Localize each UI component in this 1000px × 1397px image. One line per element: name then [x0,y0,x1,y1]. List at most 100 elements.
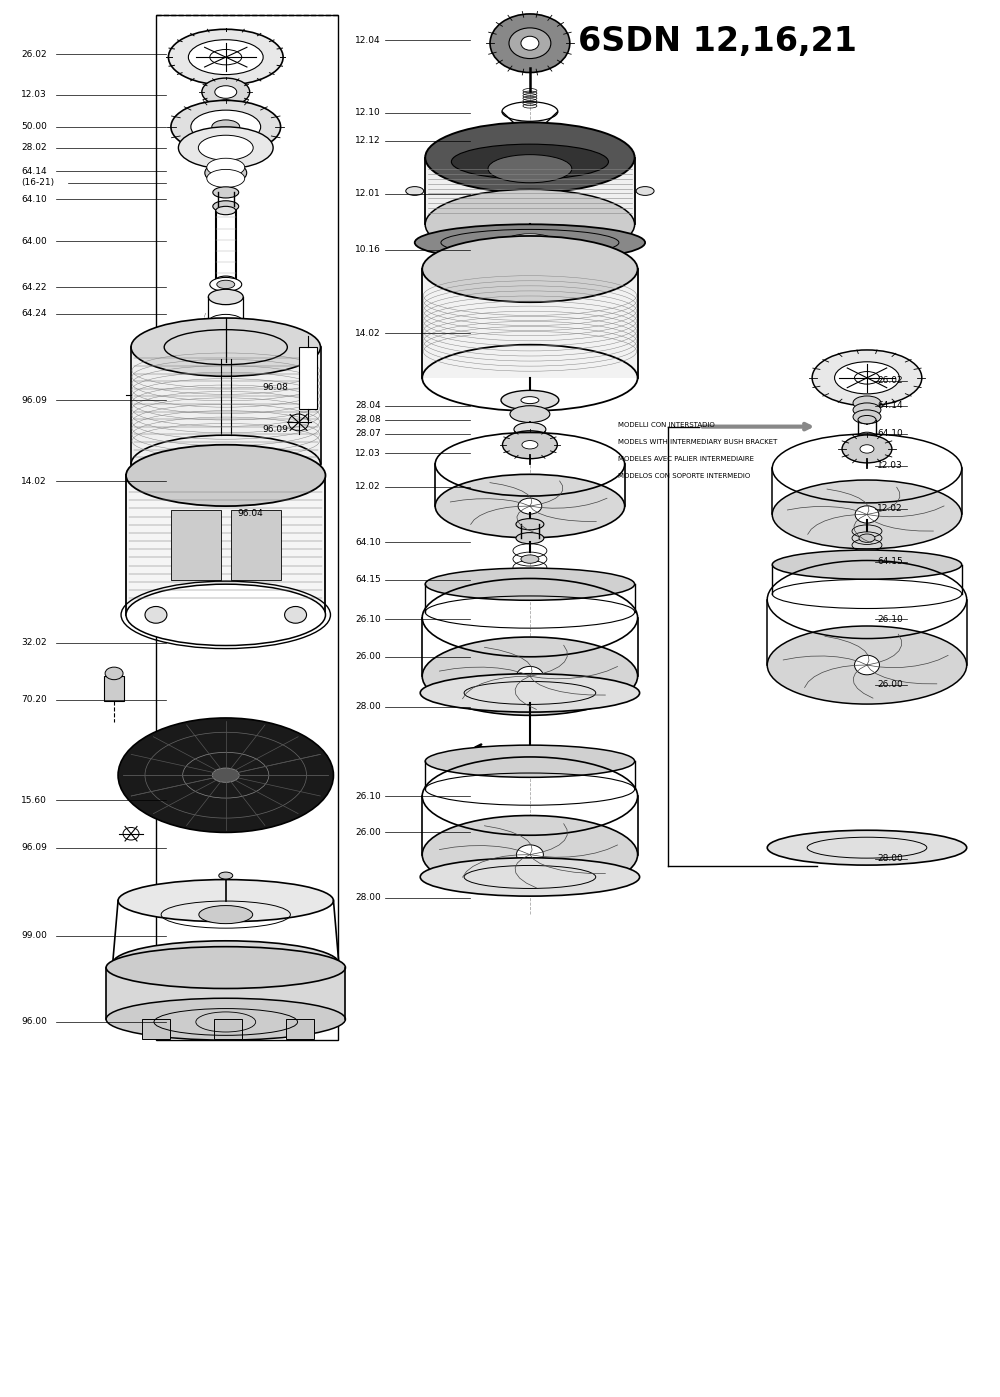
Ellipse shape [217,281,235,289]
Ellipse shape [772,550,962,580]
Ellipse shape [501,390,559,409]
Text: 26.10: 26.10 [877,615,903,623]
Ellipse shape [178,127,273,169]
Ellipse shape [154,961,168,971]
Ellipse shape [858,415,876,423]
Text: MODELS WITH INTERMEDIARY BUSH BRACKET: MODELS WITH INTERMEDIARY BUSH BRACKET [618,439,777,446]
Text: 26.10: 26.10 [355,792,381,800]
Ellipse shape [855,655,879,675]
Ellipse shape [501,127,559,152]
Ellipse shape [502,430,557,458]
Ellipse shape [285,606,307,623]
Ellipse shape [219,872,233,879]
Ellipse shape [516,666,543,686]
Ellipse shape [516,532,544,543]
Text: 26.00: 26.00 [355,652,381,661]
Text: 15.60: 15.60 [21,796,47,805]
Text: 28.02: 28.02 [21,144,47,152]
Ellipse shape [210,278,242,292]
Ellipse shape [451,144,608,179]
Text: 64.22: 64.22 [21,282,47,292]
Text: 26.10: 26.10 [355,615,381,623]
Text: 12.04: 12.04 [355,36,381,45]
Ellipse shape [216,277,236,285]
Ellipse shape [216,99,236,109]
Text: 70.20: 70.20 [21,696,47,704]
Text: 28.07: 28.07 [355,429,381,439]
Text: 28.00: 28.00 [877,855,903,863]
Ellipse shape [113,940,339,986]
Ellipse shape [767,830,967,865]
Bar [299,348,317,408]
Text: 12.10: 12.10 [355,109,381,117]
Ellipse shape [198,136,253,161]
Text: 64.14: 64.14 [21,168,47,176]
Ellipse shape [212,120,240,134]
Text: 28.00: 28.00 [355,893,381,902]
Ellipse shape [420,673,640,712]
Ellipse shape [425,745,635,777]
Bar [156,15,338,1041]
Ellipse shape [191,110,261,144]
Text: MODELLI CON INTERSTADIO: MODELLI CON INTERSTADIO [618,422,714,429]
Ellipse shape [212,768,239,782]
Text: 26.00: 26.00 [355,828,381,837]
Text: 28.08: 28.08 [355,415,381,425]
Text: 6SDN 12,16,21: 6SDN 12,16,21 [578,25,857,59]
Ellipse shape [853,402,881,416]
Bar [171,510,221,580]
Text: 64.24: 64.24 [21,309,47,319]
Text: 12.03: 12.03 [355,448,381,458]
Ellipse shape [126,584,325,645]
Ellipse shape [812,349,922,405]
Ellipse shape [213,201,239,212]
Ellipse shape [106,999,345,1041]
Text: 12.12: 12.12 [355,137,381,145]
Bar [126,475,325,615]
Text: 28.00: 28.00 [355,703,381,711]
Ellipse shape [422,637,638,715]
Bar [106,968,345,1020]
Ellipse shape [835,362,899,394]
Ellipse shape [524,129,536,136]
Text: 64.14: 64.14 [877,401,903,411]
Ellipse shape [435,475,625,538]
Ellipse shape [519,134,541,144]
Ellipse shape [208,289,243,305]
Text: 64.15: 64.15 [355,576,381,584]
Text: 12.02: 12.02 [355,482,381,492]
Ellipse shape [126,444,325,506]
Ellipse shape [853,409,881,423]
Text: 32.02: 32.02 [21,638,47,647]
Text: 26.02: 26.02 [877,376,903,386]
Ellipse shape [767,626,967,704]
Bar [231,510,281,580]
Text: 12.02: 12.02 [877,504,903,513]
Ellipse shape [215,85,237,98]
Ellipse shape [859,534,875,542]
Text: 26.02: 26.02 [21,50,47,59]
Text: 96.08: 96.08 [263,383,289,393]
Ellipse shape [415,225,645,261]
Ellipse shape [171,101,281,154]
Ellipse shape [106,947,345,989]
Ellipse shape [490,14,570,73]
Ellipse shape [853,395,881,409]
Text: 26.00: 26.00 [877,680,903,689]
Text: 96.00: 96.00 [21,1017,47,1027]
Ellipse shape [510,405,550,422]
Bar [131,348,320,464]
Ellipse shape [521,555,539,563]
Ellipse shape [842,434,892,462]
Ellipse shape [210,49,242,64]
Bar [214,1020,242,1039]
Text: 12.03: 12.03 [21,91,47,99]
Text: /: / [204,313,206,317]
Bar [425,158,635,225]
Text: 96.09: 96.09 [21,844,47,852]
Ellipse shape [488,155,572,183]
Ellipse shape [208,314,243,330]
Ellipse shape [522,440,538,448]
Ellipse shape [425,569,635,601]
Ellipse shape [858,432,876,440]
